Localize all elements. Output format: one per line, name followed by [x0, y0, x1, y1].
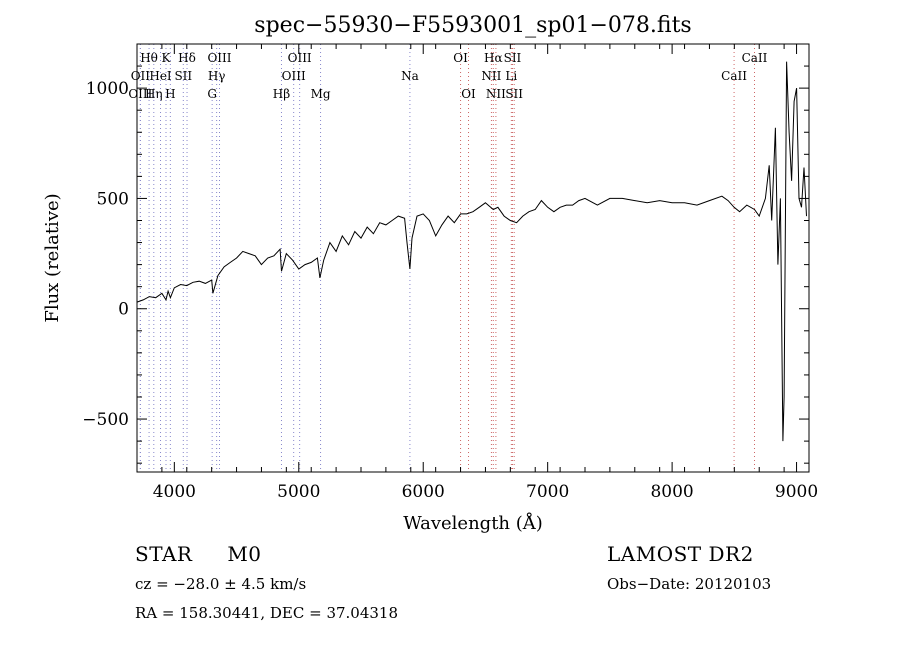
spectral-line-label: H: [165, 87, 175, 101]
spectral-line-label: SII: [505, 87, 523, 101]
y-axis-ticks: −500 0 500 1000: [82, 43, 809, 464]
spectral-line-label: OIII: [282, 69, 306, 83]
spectral-line-markers: [139, 44, 755, 472]
y-tick-label: 1000: [86, 79, 129, 99]
object-subclass: M0: [227, 542, 262, 566]
spectral-line-label: Hβ: [273, 87, 290, 101]
spectral-line-label: OIII: [128, 87, 152, 101]
x-tick-label: 8000: [650, 482, 693, 502]
x-tick-label: 4000: [153, 482, 196, 502]
spectral-line-label: Hθ: [140, 51, 158, 65]
spectrum-line: [136, 61, 807, 442]
y-tick-label: −500: [82, 410, 129, 430]
spectral-line-label: OI: [453, 51, 468, 65]
x-tick-label: 6000: [402, 482, 445, 502]
spectral-line-label: Na: [401, 69, 419, 83]
y-tick-label: 500: [97, 189, 129, 209]
x-axis-label: Wavelength (Å): [403, 512, 543, 534]
spectral-line-label: G: [207, 87, 217, 101]
spectral-line-label: CaII: [721, 69, 747, 83]
spectral-line-label: SII: [174, 69, 192, 83]
survey-name: LAMOST DR2: [607, 542, 754, 566]
spectral-line-label: CaII: [742, 51, 768, 65]
spectral-line-label: OI: [461, 87, 476, 101]
x-tick-label: 5000: [277, 482, 320, 502]
x-axis-ticks: 4000 5000 6000 7000 8000 9000: [136, 44, 818, 502]
spectral-line-label: NII: [481, 69, 501, 83]
spectral-line-label: Hγ: [208, 69, 226, 83]
spectral-line-label: SII: [504, 51, 522, 65]
spectral-line-label: Hδ: [178, 51, 196, 65]
spectral-line-label: K: [162, 51, 172, 65]
spectral-line-label: Mg: [311, 87, 331, 101]
x-tick-label: 7000: [526, 482, 569, 502]
spectral-line-label: OIII: [207, 51, 231, 65]
spectral-line-label: NII: [486, 87, 506, 101]
spectral-line-label: Hα: [484, 51, 503, 65]
spectral-line-label: Li: [505, 69, 517, 83]
plot-frame: [136, 43, 810, 473]
x-tick-label: 9000: [775, 482, 818, 502]
spectral-line-label: HeI: [149, 69, 172, 83]
coordinates-readout: RA = 158.30441, DEC = 37.04318: [135, 604, 399, 622]
spectral-line-label: Hη: [145, 87, 163, 101]
spectral-line-label: OII: [131, 69, 151, 83]
spectral-line-label: OIII: [288, 51, 312, 65]
chart-title: spec−55930−F5593001_sp01−078.fits: [254, 13, 691, 38]
object-class-text: STAR: [135, 542, 193, 566]
object-class: STAR M0: [135, 542, 262, 566]
redshift-readout: cz = −28.0 ± 4.5 km/s: [135, 575, 307, 593]
y-axis-label: Flux (relative): [42, 193, 63, 322]
y-tick-label: 0: [118, 300, 129, 320]
observation-date: Obs−Date: 20120103: [607, 575, 772, 593]
